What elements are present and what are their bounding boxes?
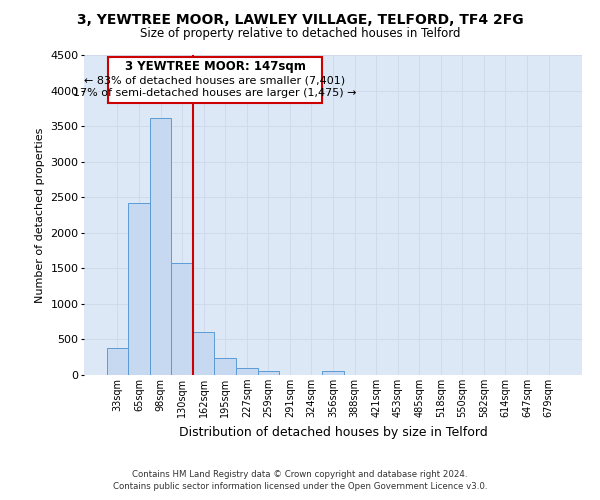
Text: 3 YEWTREE MOOR: 147sqm: 3 YEWTREE MOOR: 147sqm (125, 60, 305, 73)
Text: Contains HM Land Registry data © Crown copyright and database right 2024.
Contai: Contains HM Land Registry data © Crown c… (113, 470, 487, 491)
Bar (236, 368, 257, 375)
Text: Size of property relative to detached houses in Telford: Size of property relative to detached ho… (140, 28, 460, 40)
Bar (214, 358, 236, 375)
Bar (322, 370, 344, 375)
Text: 17% of semi-detached houses are larger (1,475) →: 17% of semi-detached houses are larger (… (73, 88, 357, 98)
Bar (172, 262, 193, 375)
Bar (128, 203, 150, 375)
Y-axis label: Number of detached properties: Number of detached properties (35, 128, 45, 302)
Bar (107, 348, 128, 375)
Bar (150, 118, 172, 375)
X-axis label: Distribution of detached houses by size in Telford: Distribution of detached houses by size … (179, 426, 487, 438)
FancyBboxPatch shape (108, 57, 322, 104)
Text: ← 83% of detached houses are smaller (7,401): ← 83% of detached houses are smaller (7,… (85, 75, 346, 85)
Text: 3, YEWTREE MOOR, LAWLEY VILLAGE, TELFORD, TF4 2FG: 3, YEWTREE MOOR, LAWLEY VILLAGE, TELFORD… (77, 12, 523, 26)
Bar (193, 332, 214, 375)
Bar (257, 370, 279, 375)
